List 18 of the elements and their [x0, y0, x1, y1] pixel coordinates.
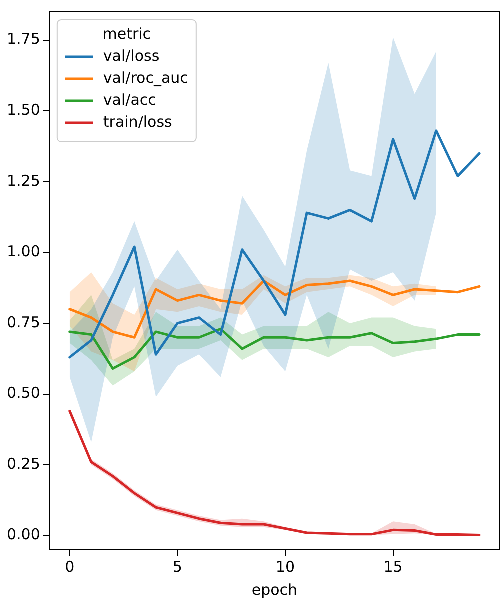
legend-label: val/roc_auc — [103, 68, 188, 87]
y-tick-label: 0.25 — [6, 454, 40, 473]
y-tick-label: 1.50 — [6, 100, 40, 119]
y-tick-label: 1.25 — [6, 172, 40, 190]
x-tick-label: 0 — [65, 558, 75, 576]
x-tick-label: 15 — [384, 558, 403, 576]
legend-label: val/acc — [103, 90, 156, 109]
y-tick-label: 1.75 — [6, 30, 40, 48]
y-tick-label: 0.50 — [6, 384, 40, 402]
legend-label: train/loss — [103, 112, 173, 131]
x-tick-label: 10 — [276, 558, 296, 576]
legend-label: val/loss — [103, 46, 160, 65]
legend-title: metric — [102, 24, 152, 43]
y-tick-label: 0.75 — [6, 313, 40, 332]
x-axis-title: epoch — [252, 580, 298, 599]
y-tick-label: 1.00 — [6, 242, 40, 261]
y-tick-label: 0.00 — [6, 526, 40, 544]
x-tick-label: 5 — [172, 558, 182, 576]
